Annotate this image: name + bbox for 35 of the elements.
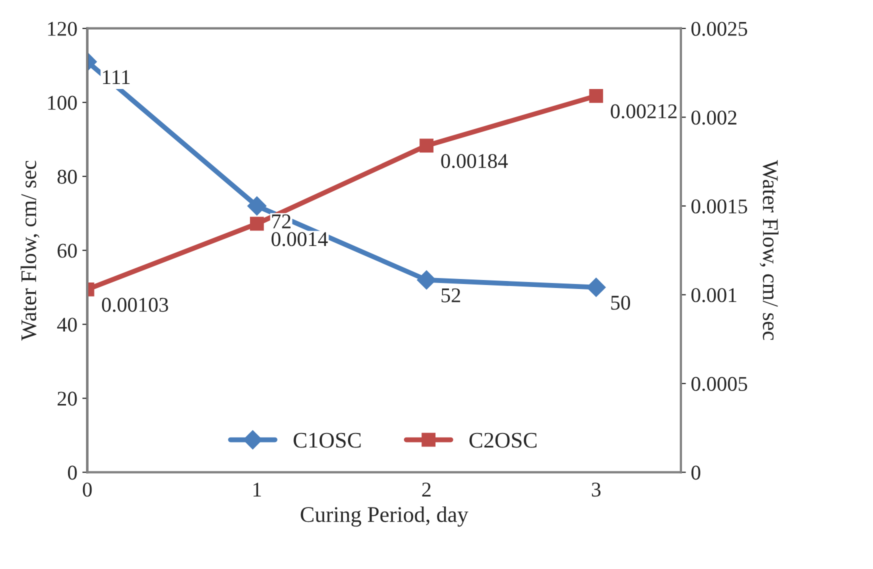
x-tick-label: 0: [82, 482, 92, 497]
data-label: 0.00184: [441, 154, 508, 168]
y2-axis-title: Water Flow, cm/ sec: [760, 160, 779, 340]
y2-tick-label: 0.002: [691, 110, 736, 125]
data-label: 72: [272, 214, 290, 228]
legend-label: C2OSC: [469, 432, 536, 448]
y2-tick-label: 0.0025: [691, 22, 748, 36]
y-tick-label: 80: [58, 170, 77, 184]
y-tick-label: 40: [57, 318, 77, 332]
y-tick-label: 60: [58, 244, 77, 258]
point: [250, 216, 264, 231]
y2-tick-label: 0.001: [691, 288, 736, 302]
data-label: 0.00212: [610, 104, 677, 118]
y-tick-label: 20: [58, 392, 77, 406]
y2-tick-label: 0: [691, 466, 700, 480]
y2-tick-label: 0.0005: [691, 376, 748, 392]
x-tick-label: 2: [422, 482, 431, 496]
data-label: 50: [611, 296, 630, 310]
y2-tick-label: 0.0015: [691, 199, 748, 214]
point: [586, 278, 606, 298]
y-tick-label: 120: [48, 22, 77, 36]
legend-label: C1OSC: [294, 432, 361, 448]
data-label: 0.0014: [272, 232, 328, 246]
data-label: 52: [442, 288, 460, 302]
y-axis-title: Water Flow, cm/ sec: [20, 160, 40, 341]
x-tick-label: 1: [254, 482, 261, 496]
point: [589, 88, 604, 103]
x-axis-title: Curing Period, day: [300, 506, 468, 527]
data-label: 111: [103, 70, 130, 84]
y-tick-label: 0: [68, 466, 77, 480]
data-label: 0.00103: [102, 298, 168, 312]
point: [416, 270, 436, 290]
point: [420, 138, 434, 153]
y-tick-label: 100: [48, 96, 77, 110]
x-tick-label: 3: [592, 482, 601, 497]
